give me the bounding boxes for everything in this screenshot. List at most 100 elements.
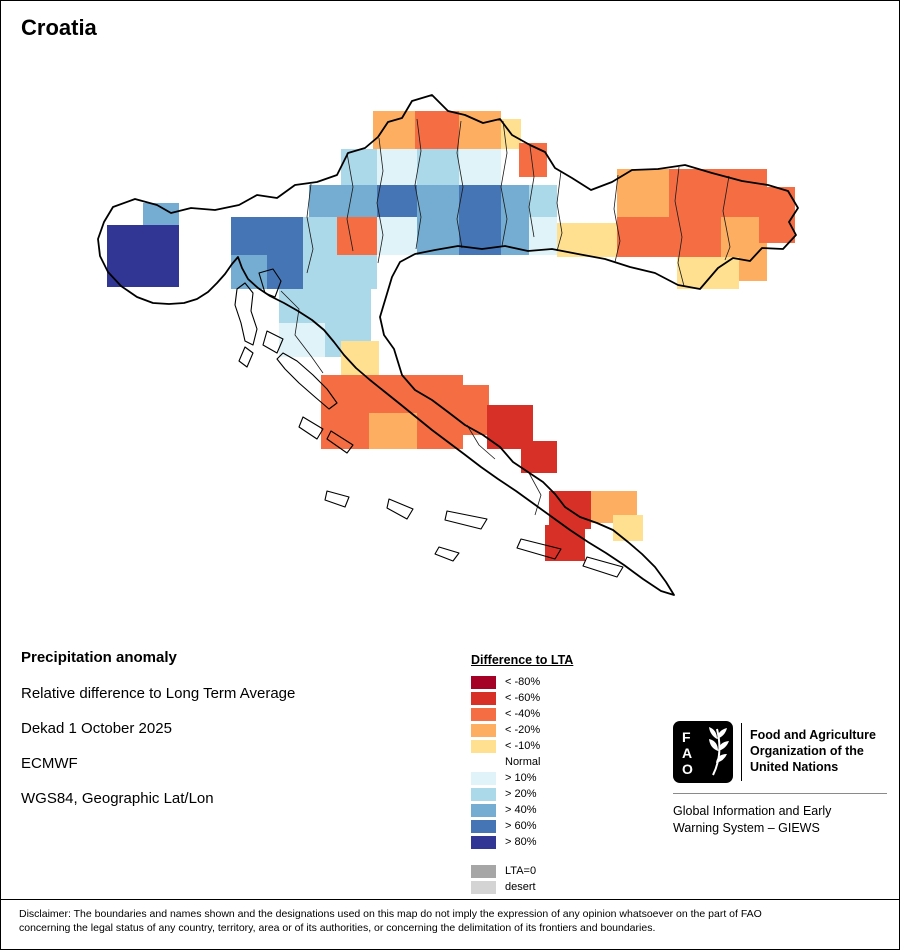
- map-cell: [739, 251, 767, 281]
- legend-item: < -10%: [471, 738, 573, 754]
- legend-swatch: [471, 803, 496, 817]
- map-cell: [279, 323, 325, 357]
- map-cell: [529, 185, 557, 221]
- legend-item: desert: [471, 879, 573, 895]
- map-cell: [521, 441, 557, 473]
- disclaimer: Disclaimer: The boundaries and names sho…: [1, 899, 899, 949]
- map-cell: [617, 169, 669, 217]
- fao-lockup: F A O Food and Agriculture Organization …: [673, 721, 887, 783]
- fao-logo-letter-a: A: [682, 745, 692, 761]
- map-cell: [369, 375, 417, 413]
- giews-label: Global Information and Early Warning Sys…: [673, 803, 887, 837]
- legend-label: > 40%: [505, 804, 537, 816]
- county-boundaries: [280, 118, 731, 516]
- giews-line: Global Information and Early: [673, 804, 832, 818]
- info-line-dekad: Dekad 1 October 2025: [21, 720, 172, 737]
- map-cell: [669, 217, 721, 257]
- map-cell: [231, 217, 267, 255]
- wheat-ear-icon: [709, 727, 729, 776]
- legend-item: > 80%: [471, 834, 573, 850]
- map-cell: [613, 515, 643, 541]
- legend-label: LTA=0: [505, 865, 537, 877]
- legend-label: > 80%: [505, 836, 537, 848]
- map-cells-layer: [107, 111, 795, 561]
- fao-org-line: United Nations: [750, 760, 839, 774]
- legend-item: < -40%: [471, 706, 573, 722]
- map-cell: [341, 185, 377, 221]
- map-info-block: Precipitation anomaly Relative differenc…: [21, 649, 295, 825]
- legend-swatch: [471, 880, 496, 894]
- fao-block: F A O Food and Agriculture Organization …: [673, 721, 887, 837]
- map-cell: [459, 111, 501, 149]
- map-cell: [303, 217, 337, 255]
- map-cell: [107, 225, 179, 287]
- legend-swatch: [471, 739, 496, 753]
- map-cell: [759, 187, 795, 243]
- info-line-projection: WGS84, Geographic Lat/Lon: [21, 790, 214, 807]
- fao-separator-line: [673, 793, 887, 794]
- fao-divider: [741, 723, 742, 781]
- info-heading: Precipitation anomaly: [21, 649, 177, 666]
- legend-swatch: [471, 675, 496, 689]
- map-cell: [321, 375, 369, 413]
- info-line-subtitle: Relative difference to Long Term Average: [21, 685, 296, 702]
- legend-label: < -40%: [505, 708, 541, 720]
- map-cell: [377, 217, 417, 255]
- map-cell: [337, 217, 377, 255]
- map-cell: [459, 149, 501, 185]
- legend-swatch: [471, 691, 496, 705]
- map-cell: [545, 525, 585, 561]
- map-cell: [267, 217, 303, 255]
- legend-label: > 10%: [505, 772, 537, 784]
- map-cell: [377, 149, 417, 185]
- legend-item: < -80%: [471, 674, 573, 690]
- legend-item: < -20%: [471, 722, 573, 738]
- map-cell: [459, 185, 501, 221]
- map-cell: [279, 289, 325, 323]
- map-cell: [143, 203, 179, 225]
- fao-logo-letter-o: O: [682, 761, 693, 777]
- map-cell: [337, 255, 377, 289]
- map-cell: [373, 111, 415, 149]
- legend-item: > 60%: [471, 818, 573, 834]
- legend-item: > 10%: [471, 770, 573, 786]
- legend-label: > 60%: [505, 820, 537, 832]
- legend-swatch: [471, 755, 496, 769]
- fao-logo-letter-f: F: [682, 729, 691, 745]
- map-cell: [321, 413, 369, 449]
- fao-org-line: Food and Agriculture: [750, 728, 876, 742]
- legend-label: < -60%: [505, 692, 541, 704]
- croatia-map: [97, 94, 799, 596]
- map-cell: [617, 217, 669, 257]
- legend-swatch: [471, 771, 496, 785]
- disclaimer-line: Disclaimer: The boundaries and names sho…: [19, 908, 762, 920]
- legend-label: > 20%: [505, 788, 537, 800]
- map-cell: [417, 149, 459, 185]
- map-cell: [501, 217, 529, 255]
- fao-org-name: Food and Agriculture Organization of the…: [750, 721, 876, 783]
- legend-item: > 20%: [471, 786, 573, 802]
- legend-item: > 40%: [471, 802, 573, 818]
- map-cell: [677, 257, 739, 289]
- legend-label: < -10%: [505, 740, 541, 752]
- legend: Difference to LTA < -80% < -60% < -40% < -2…: [471, 651, 573, 895]
- map-cell: [417, 185, 459, 221]
- legend-item: < -60%: [471, 690, 573, 706]
- country-outline: [97, 94, 799, 596]
- fao-org-line: Organization of the: [750, 744, 864, 758]
- map-cell: [303, 255, 337, 289]
- map-cell: [501, 185, 529, 221]
- page-title: Croatia: [21, 15, 97, 40]
- fao-logo-icon: F A O: [673, 721, 733, 783]
- info-line-source: ECMWF: [21, 755, 78, 772]
- legend-item: LTA=0: [471, 863, 573, 879]
- map-cell: [309, 185, 341, 221]
- legend-label: < -20%: [505, 724, 541, 736]
- legend-swatch: [471, 787, 496, 801]
- legend-items: < -80% < -60% < -40% < -20% < -10% Normal > 10…: [471, 674, 573, 895]
- legend-swatch: [471, 835, 496, 849]
- legend-swatch: [471, 819, 496, 833]
- legend-swatch: [471, 723, 496, 737]
- legend-spacer: [471, 850, 573, 863]
